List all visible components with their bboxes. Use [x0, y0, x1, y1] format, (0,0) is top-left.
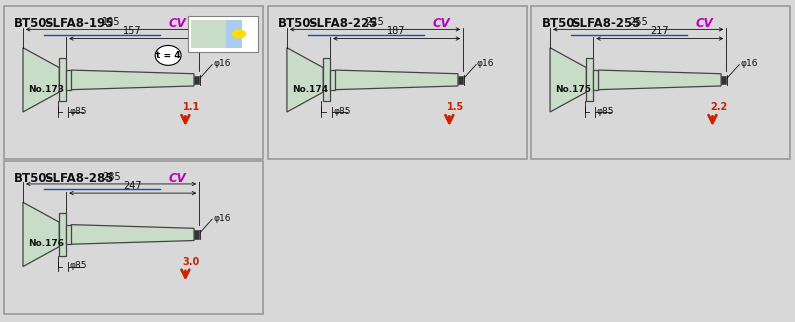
Text: φ16: φ16 [477, 59, 494, 68]
Text: φ85: φ85 [70, 107, 87, 116]
Bar [330, 70, 335, 90]
Polygon shape [599, 70, 721, 90]
Polygon shape [72, 225, 194, 244]
Text: φ85: φ85 [597, 107, 615, 116]
Text: SLFA8-225: SLFA8-225 [308, 17, 378, 30]
Bar [593, 70, 599, 90]
Text: CV: CV [169, 172, 187, 185]
Bar [60, 213, 66, 256]
Circle shape [233, 30, 246, 38]
Text: SLFA8-285: SLFA8-285 [45, 172, 114, 185]
Text: CV: CV [432, 17, 451, 30]
Polygon shape [23, 202, 60, 267]
Text: No.175: No.175 [555, 85, 591, 93]
Bar [721, 76, 727, 84]
Bar [66, 225, 72, 244]
Text: 195: 195 [102, 17, 120, 27]
Bar [194, 76, 200, 84]
Text: SLFA8-255: SLFA8-255 [572, 17, 641, 30]
FancyBboxPatch shape [191, 20, 226, 48]
Polygon shape [335, 70, 458, 90]
Text: 3.0: 3.0 [183, 257, 200, 267]
Ellipse shape [155, 45, 181, 65]
Text: φ85: φ85 [334, 107, 351, 116]
Bar [587, 59, 593, 101]
Text: 2.2: 2.2 [710, 102, 727, 112]
Text: φ85: φ85 [70, 261, 87, 270]
Text: 217: 217 [650, 26, 669, 36]
Text: 247: 247 [123, 181, 142, 191]
Text: φ16: φ16 [213, 214, 231, 223]
Text: BT50-: BT50- [14, 17, 52, 30]
Text: BT50-: BT50- [541, 17, 580, 30]
Text: 1.1: 1.1 [183, 102, 200, 112]
Bar [324, 59, 330, 101]
Text: No.173: No.173 [28, 85, 64, 93]
Text: 285: 285 [102, 172, 120, 182]
Text: BT50-: BT50- [14, 172, 52, 185]
Text: 1.5: 1.5 [447, 102, 464, 112]
Text: 187: 187 [387, 26, 406, 36]
Text: BT50-: BT50- [278, 17, 316, 30]
Polygon shape [23, 48, 60, 112]
FancyBboxPatch shape [227, 20, 242, 48]
Text: No.174: No.174 [292, 85, 328, 93]
Text: CV: CV [169, 17, 187, 30]
Polygon shape [550, 48, 587, 112]
Bar [194, 230, 200, 239]
Text: 157: 157 [123, 26, 142, 36]
Text: φ16: φ16 [213, 59, 231, 68]
FancyBboxPatch shape [188, 16, 258, 52]
Bar [60, 59, 66, 101]
Text: 255: 255 [629, 17, 648, 27]
Text: 225: 225 [366, 17, 385, 27]
Text: SLFA8-195: SLFA8-195 [45, 17, 114, 30]
Polygon shape [72, 70, 194, 90]
Text: CV: CV [696, 17, 714, 30]
Polygon shape [287, 48, 324, 112]
Text: t = 4: t = 4 [156, 51, 180, 60]
Text: φ16: φ16 [740, 59, 758, 68]
Text: No.176: No.176 [28, 239, 64, 248]
Bar [458, 76, 463, 84]
Bar [66, 70, 72, 90]
